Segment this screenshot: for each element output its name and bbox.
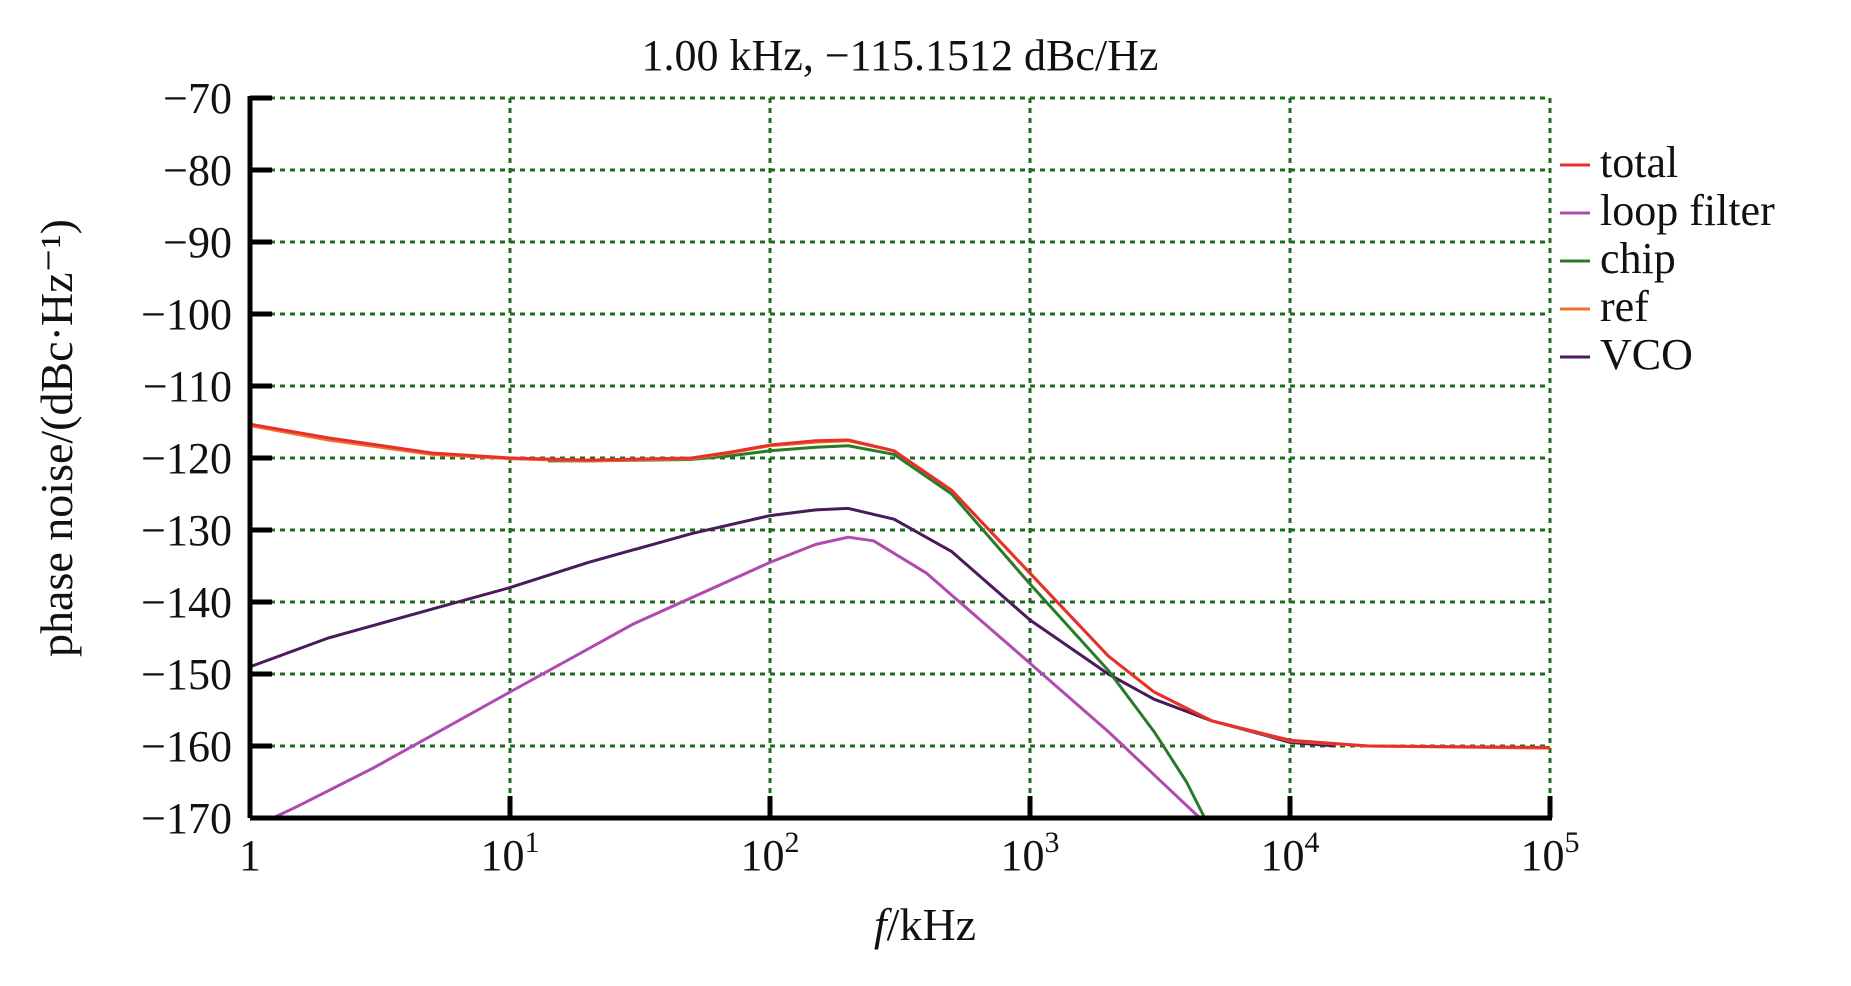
y-tick-label: −150 [141,650,232,699]
x-tick-label: 101 [481,826,540,880]
legend-label: ref [1600,282,1649,331]
y-tick-label: −70 [163,74,232,123]
series-lines [250,422,1550,818]
x-tick-label: 105 [1521,826,1580,880]
legend-item-chip: chip [1560,234,1676,283]
legend-label: total [1600,138,1678,187]
y-tick-label: −130 [141,506,232,555]
legend-item-loop-filter: loop filter [1560,186,1775,235]
y-axis-title: phase noise/(dBc·Hz⁻¹) [31,219,82,657]
series-line-vco [250,506,1336,748]
y-tick-label: −90 [163,218,232,267]
y-tick-label: −80 [163,146,232,195]
y-tick-label: −120 [141,434,232,483]
y-tick-label: −100 [141,290,232,339]
x-tick-label: 1 [239,831,261,880]
legend-item-ref: ref [1560,282,1649,331]
legend-label: loop filter [1600,186,1775,235]
axes [247,95,1553,821]
series-line-chip [547,444,1207,818]
tick-labels: −70 −80 −90 −100 −110 −120 −130 −140 −150 −160 −17… [141,74,1579,880]
series-line-loop-filter [269,535,1201,818]
y-tick-label: −110 [143,362,232,411]
x-axis-title: f/kHz [874,899,976,950]
legend-label: VCO [1600,330,1693,379]
y-tick-label: −170 [141,794,232,843]
x-tick-label: 103 [1001,826,1060,880]
x-tick-label: 102 [741,826,800,880]
y-tick-label: −140 [141,578,232,627]
y-tick-label: −160 [141,722,232,771]
legend-label: chip [1600,234,1676,283]
legend-item-vco: VCO [1560,330,1693,379]
series-line-ref [250,424,1550,750]
chart-title: 1.00 kHz, −115.1512 dBc/Hz [642,31,1159,80]
series-line-total [250,422,1550,749]
x-axis-title-unit: /kHz [887,899,976,950]
x-tick-label: 104 [1261,826,1320,880]
legend-item-total: total [1560,138,1678,187]
